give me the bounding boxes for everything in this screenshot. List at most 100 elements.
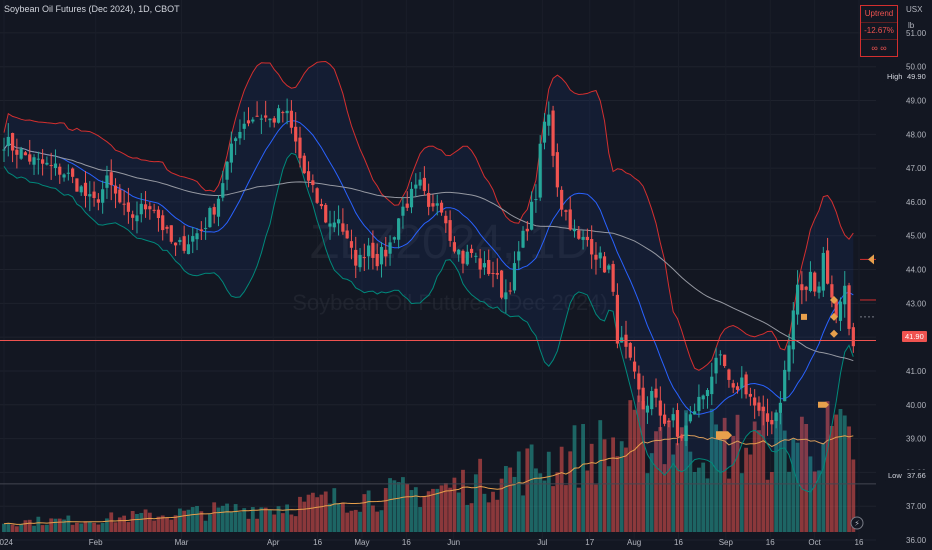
volume-bar [619, 441, 624, 532]
volume-bar [679, 427, 684, 532]
high-value: 49.90 [904, 71, 929, 82]
signal-diamond [830, 295, 838, 304]
candle-body [212, 207, 216, 215]
candle-body [478, 258, 482, 270]
candle-body [675, 410, 680, 437]
candle-body [667, 420, 671, 423]
volume-bar [516, 451, 521, 532]
candle-body [542, 121, 547, 143]
trend-label: Uptrend [864, 9, 894, 18]
time-tick-label: 16 [674, 538, 683, 547]
candle-body [697, 396, 701, 411]
volume-bar [40, 525, 45, 532]
volume-bar [208, 514, 212, 532]
candle-body [439, 202, 444, 213]
candle-body [332, 222, 336, 228]
candle-body [830, 284, 834, 298]
candle-body [276, 108, 281, 123]
candle-body [306, 171, 311, 181]
volume-bar [538, 473, 543, 532]
volume-bar [405, 483, 410, 532]
candle-body [482, 263, 487, 268]
volume-bar [722, 417, 727, 532]
volume-bar [774, 412, 779, 532]
candle-body [813, 272, 817, 292]
volume-bar [259, 507, 264, 532]
volume-bar [401, 477, 405, 532]
volume-bar [173, 515, 178, 532]
candle-body [6, 136, 10, 147]
candle-body [234, 138, 238, 142]
volume-bar [744, 447, 748, 532]
candle-body [354, 249, 358, 266]
candle-body [122, 203, 126, 205]
candle-body [336, 219, 341, 224]
unit-label[interactable]: lb [908, 21, 915, 30]
candle-body [469, 248, 474, 254]
candle-body [225, 161, 229, 180]
volume-bar [392, 480, 397, 532]
candle-body [238, 131, 242, 139]
volume-bar [842, 415, 847, 532]
trend-legend[interactable]: Uptrend -12.67% ∞ ∞ [860, 5, 898, 57]
volume-bar [765, 479, 770, 532]
currency-label[interactable]: USX [906, 5, 923, 14]
candle-body [847, 285, 851, 329]
candle-body [495, 273, 499, 275]
high-label: High [884, 71, 906, 82]
signal-diamond [830, 312, 838, 321]
candle-body [731, 383, 735, 388]
candle-body [379, 246, 384, 265]
candle-body [101, 189, 105, 203]
volume-bar [96, 524, 101, 532]
volume-bar [834, 414, 839, 532]
candle-body [615, 294, 620, 344]
price-tick-label: 39.00 [906, 435, 927, 444]
candle-body [435, 203, 439, 206]
candle-body [461, 250, 465, 264]
candle-body [843, 285, 847, 305]
volume-bar [2, 523, 6, 532]
volume-bar [105, 518, 109, 532]
candle-body [143, 204, 148, 210]
volume-bar [113, 522, 118, 532]
candle-body [58, 166, 62, 175]
upper-band [3, 60, 854, 371]
volume-bar [396, 482, 401, 532]
candle-body [761, 406, 765, 412]
volume-bar [697, 467, 701, 532]
volume-bar [851, 459, 856, 532]
candle-body [195, 233, 199, 240]
candle-body [723, 354, 727, 367]
lower-band [3, 152, 854, 493]
candlesticks [2, 98, 855, 447]
candle-body [504, 292, 508, 300]
candle-body [28, 154, 32, 162]
candle-body [791, 310, 795, 350]
volume-bar [718, 431, 723, 532]
candle-body [135, 215, 139, 222]
volume-bar [220, 505, 225, 532]
volume-bar [465, 504, 470, 532]
candle-body [508, 290, 512, 292]
volume-bar [32, 525, 36, 532]
candle-body [242, 123, 246, 129]
volume-bar [701, 462, 706, 532]
volume-average [3, 434, 854, 525]
candle-body [375, 253, 379, 267]
candle-body [208, 208, 212, 228]
volume-bar [692, 471, 697, 532]
volume-bar [139, 512, 144, 532]
volume-bar [705, 478, 710, 532]
candle-body [534, 199, 538, 201]
volume-bar [572, 425, 577, 532]
volume-bar [6, 522, 11, 532]
candle-body [826, 250, 830, 284]
low-label: Low [885, 470, 905, 481]
volume-bar [688, 451, 693, 532]
chart-title: Soybean Oil Futures (Dec 2024), 1D, CBOT [4, 4, 180, 14]
signal-tag [716, 431, 732, 440]
time-tick-label: 2024 [0, 538, 13, 547]
candle-body [53, 163, 58, 169]
